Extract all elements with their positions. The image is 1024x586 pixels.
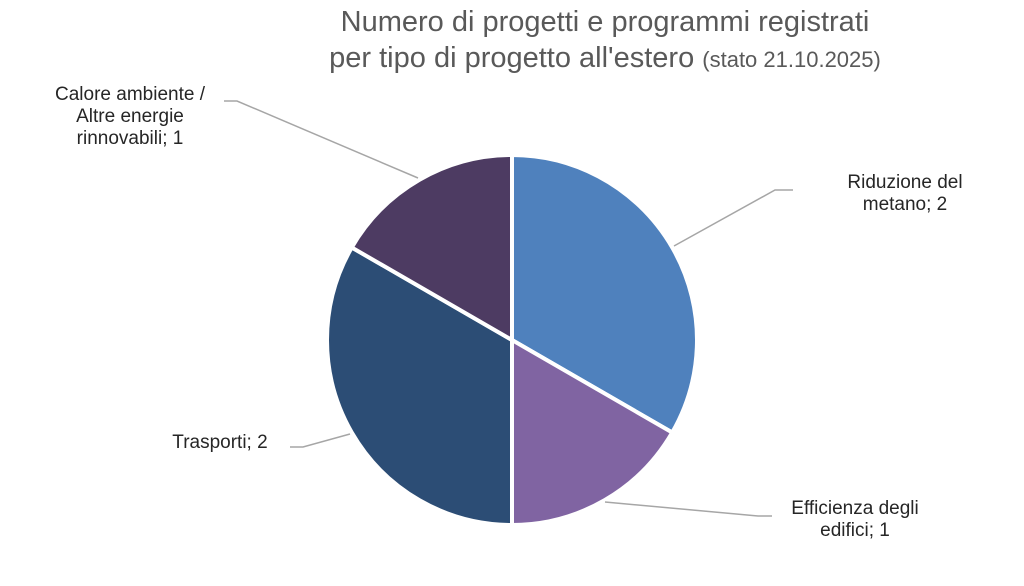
chart-title-date: (stato 21.10.2025) <box>702 47 881 72</box>
leader-line-riduzione <box>673 189 793 247</box>
label-line: rinnovabili; 1 <box>76 128 184 149</box>
pie-slices <box>325 153 699 527</box>
chart-title-main: per tipo di progetto all'estero <box>329 42 695 74</box>
leader-lines <box>224 100 793 517</box>
chart-title-line2: per tipo di progetto all'estero (stato 2… <box>0 40 1024 78</box>
label-line: edifici; 1 <box>820 520 890 541</box>
chart-title: Numero di progetti e programmi registrat… <box>0 4 1024 78</box>
label-line: metano; 2 <box>862 194 948 215</box>
chart-title-line1: Numero di progetti e programmi registrat… <box>340 6 870 38</box>
pie-slice-efficienza <box>510 338 675 527</box>
leader-line-calore <box>224 100 419 179</box>
data-label-riduzione: Riduzione del metano; 2 <box>810 172 1000 216</box>
data-label-efficienza: Efficienza degli edifici; 1 <box>760 498 950 542</box>
label-line: Calore ambiente / <box>55 84 205 105</box>
label-line: Altre energie <box>76 106 184 127</box>
pie-slice-trasporti <box>325 245 514 527</box>
pie-slice-riduzione <box>510 153 699 435</box>
label-line: Riduzione del <box>847 172 963 193</box>
label-line: Efficienza degli <box>791 498 919 519</box>
leader-line-efficienza <box>604 501 772 517</box>
data-label-calore: Calore ambiente / Altre energie rinnovab… <box>30 84 230 150</box>
leader-line-trasporti <box>290 433 351 448</box>
label-line: Trasporti; 2 <box>172 432 268 453</box>
pie-slice-calore <box>349 153 514 342</box>
data-label-trasporti: Trasporti; 2 <box>150 432 290 454</box>
